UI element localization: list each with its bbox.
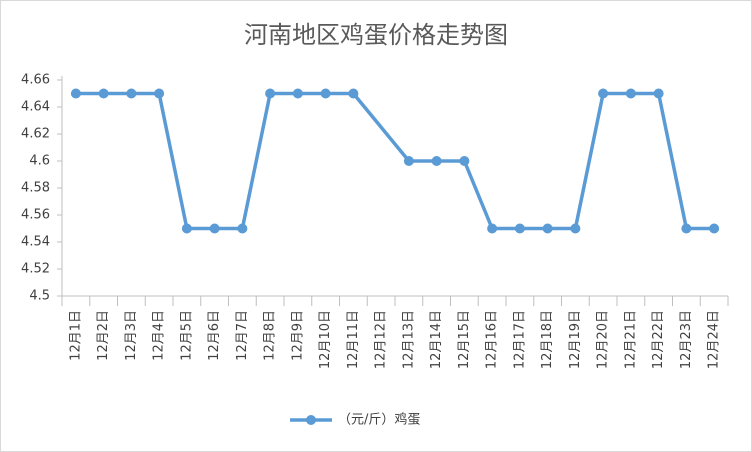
x-tick-label: 12月3日 (124, 310, 139, 361)
data-point (403, 156, 414, 166)
data-point (154, 88, 165, 99)
legend-label: （元/斤）鸡蛋 (338, 412, 420, 428)
x-tick-label: 12月8日 (263, 310, 278, 361)
x-tick-label: 12月14日 (429, 310, 444, 369)
data-point (348, 88, 359, 99)
x-tick-label: 12月13日 (401, 310, 416, 369)
data-point (625, 88, 636, 99)
x-tick-label: 12月5日 (179, 310, 194, 361)
data-point (487, 223, 498, 234)
x-tick-label: 12月24日 (707, 310, 722, 369)
data-point (237, 223, 248, 234)
y-tick-label: 4.54 (21, 235, 50, 250)
x-tick-label: 12月6日 (207, 310, 222, 361)
chart-title: 河南地区鸡蛋价格走势图 (244, 21, 508, 49)
data-point (265, 88, 276, 99)
x-tick-label: 12月20日 (596, 310, 611, 369)
data-point (459, 156, 470, 166)
gap-connector (352, 92, 411, 163)
data-point (653, 88, 664, 99)
x-tick-label: 12月9日 (290, 310, 305, 361)
x-tick-label: 12月16日 (485, 310, 500, 369)
data-point (431, 156, 442, 166)
x-tick-label: 12月21日 (623, 310, 638, 369)
data-point (709, 223, 720, 234)
x-tick-label: 12月4日 (152, 310, 167, 361)
x-tick-label: 12月2日 (96, 310, 111, 361)
x-tick-label: 12月18日 (540, 310, 555, 369)
data-point (598, 88, 609, 99)
y-tick-label: 4.64 (21, 100, 50, 115)
data-point (181, 223, 192, 234)
data-point (514, 223, 525, 234)
x-tick-label: 12月11日 (346, 310, 361, 369)
x-tick-label: 12月17日 (512, 310, 527, 369)
x-tick-label: 12月15日 (457, 310, 472, 369)
data-point (681, 223, 692, 234)
y-tick-label: 4.52 (21, 262, 50, 277)
y-tick-label: 4.5 (29, 289, 50, 304)
x-tick-label: 12月22日 (651, 310, 666, 369)
y-tick-label: 4.56 (21, 208, 50, 223)
y-tick-label: 4.62 (21, 127, 50, 142)
data-point (70, 88, 81, 99)
x-tick-label: 12月23日 (679, 310, 694, 369)
data-point (209, 223, 220, 234)
y-tick-label: 4.58 (21, 181, 50, 196)
x-tick-label: 12月12日 (374, 310, 389, 369)
data-point (320, 88, 331, 99)
data-point (98, 88, 109, 99)
data-point (126, 88, 137, 99)
legend-marker (306, 415, 316, 425)
x-tick-label: 12月1日 (68, 310, 83, 361)
x-tick-label: 12月19日 (568, 310, 583, 369)
data-point (570, 223, 581, 234)
data-point (542, 223, 553, 234)
data-point (292, 88, 303, 99)
y-tick-label: 4.66 (21, 73, 50, 88)
y-tick-label: 4.6 (29, 154, 50, 169)
x-tick-label: 12月10日 (318, 310, 333, 369)
x-tick-label: 12月7日 (235, 310, 250, 361)
